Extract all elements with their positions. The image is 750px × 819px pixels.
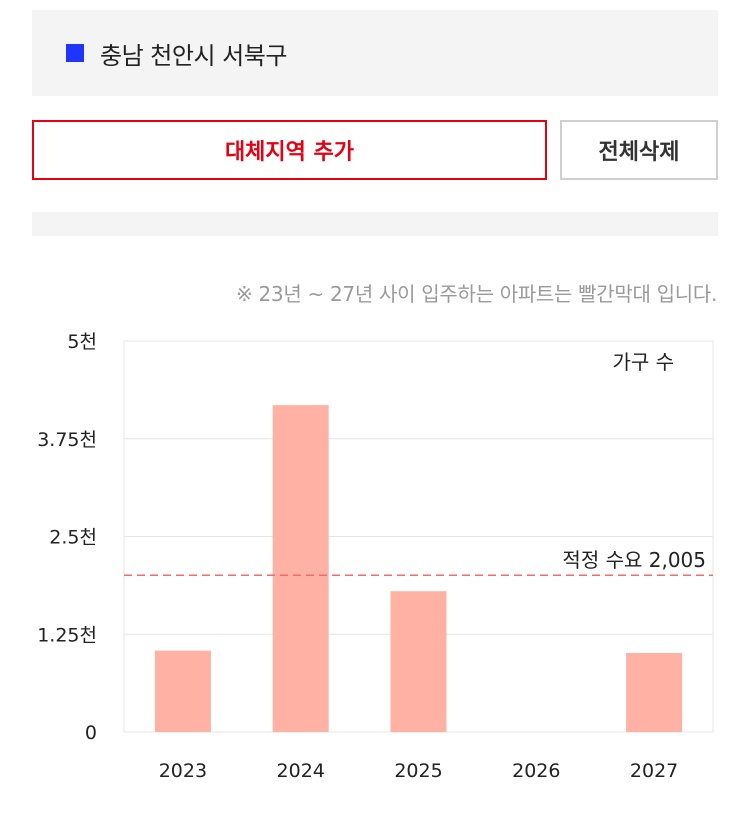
bar-chart: 0 1.25천 2.5천 3.75천 5천 2023 2024 2025 2026 2027 적정 … — [37, 331, 714, 782]
chart-note: ※ 23년 ~ 27년 사이 입주하는 아파트는 빨간막대 입니다. — [235, 282, 717, 306]
reference-line-label: 적정 수요 2,005 — [562, 548, 706, 572]
bar — [154, 650, 211, 732]
x-tick-label: 2023 — [159, 760, 207, 782]
add-alternative-region-button[interactable]: 대체지역 추가 — [32, 120, 547, 180]
delete-all-button[interactable]: 전체삭제 — [560, 120, 718, 180]
y-tick-label: 1.25천 — [37, 624, 97, 646]
x-tick-label: 2027 — [630, 760, 678, 782]
legend-label: 가구 수 — [612, 350, 674, 374]
bar — [390, 591, 447, 732]
y-tick-label: 5천 — [67, 331, 97, 353]
y-tick-label: 0 — [85, 722, 97, 744]
region-marker-icon — [66, 44, 84, 62]
bar — [272, 405, 329, 732]
x-tick-label: 2025 — [394, 760, 442, 782]
x-tick-label: 2026 — [512, 760, 560, 782]
bar — [626, 653, 683, 732]
divider-strip — [32, 212, 718, 236]
y-tick-label: 3.75천 — [37, 429, 97, 451]
region-box: 충남 천안시 서북구 — [32, 10, 718, 96]
region-name: 충남 천안시 서북구 — [100, 41, 287, 70]
x-tick-label: 2024 — [277, 760, 325, 782]
y-tick-label: 2.5천 — [49, 527, 97, 549]
